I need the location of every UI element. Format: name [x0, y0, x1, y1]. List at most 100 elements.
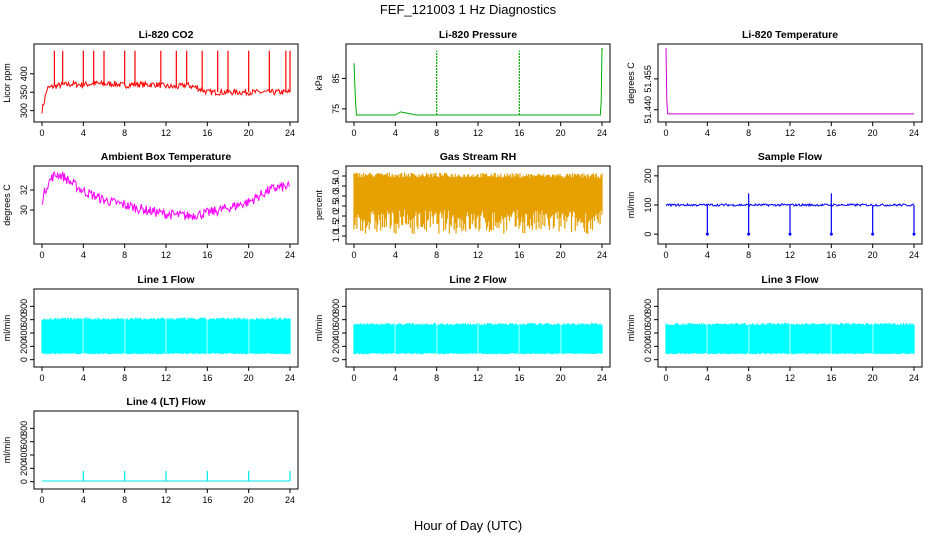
- series-dip-point: [788, 232, 792, 236]
- x-tick-label: 12: [785, 373, 795, 383]
- chart-title: Li-820 CO2: [139, 29, 194, 41]
- x-tick-label: 4: [393, 373, 398, 383]
- x-tick-label: 0: [351, 250, 356, 260]
- chart-panel-4: Ambient Box Temperature 0 4 8 12 16 20 24 30 32 de…: [2, 151, 299, 260]
- y-axis-label: ml/min: [626, 192, 636, 219]
- y-tick-label: 600: [19, 312, 29, 327]
- x-tick-label: 4: [393, 128, 398, 138]
- x-tick-label: 12: [161, 250, 171, 260]
- y-tick-label: 0: [331, 357, 341, 362]
- y-tick-label: 3.0: [331, 190, 341, 203]
- chart-title: Ambient Box Temperature: [101, 151, 232, 163]
- y-tick-label: 600: [331, 312, 341, 327]
- series-line: [41, 79, 291, 114]
- y-tick-label: 85: [331, 73, 341, 83]
- chart-title: Sample Flow: [758, 151, 823, 163]
- x-tick-label: 8: [434, 250, 439, 260]
- y-tick-label: 200: [643, 339, 653, 354]
- y-tick-label: 0: [19, 357, 29, 362]
- x-tick-label: 4: [81, 128, 86, 138]
- x-tick-label: 24: [909, 128, 919, 138]
- x-tick-label: 4: [81, 250, 86, 260]
- y-tick-label: 1.5: [331, 220, 341, 233]
- x-tick-label: 8: [122, 128, 127, 138]
- chart-panel-5: Gas Stream RH 0 4 8 12 16 20 24 1.01.52.02.53.03…: [314, 151, 611, 260]
- chart-title: Line 2 Flow: [449, 274, 507, 286]
- chart-title: Line 1 Flow: [137, 274, 195, 286]
- x-tick-label: 12: [473, 250, 483, 260]
- x-tick-label: 24: [285, 128, 295, 138]
- y-axis-label: degrees C: [626, 62, 636, 104]
- chart-panel-3: Li-820 Temperature 0 4 8 12 16 20 24 51.440 51.45…: [626, 29, 923, 138]
- x-tick-label: 16: [202, 495, 212, 505]
- y-tick-label: 0: [643, 232, 653, 237]
- y-axis-label: degrees C: [2, 184, 12, 226]
- x-tick-label: 16: [514, 128, 524, 138]
- y-tick-label: 400: [19, 66, 29, 81]
- plot-frame: [657, 43, 923, 123]
- y-tick-label: 400: [19, 325, 29, 340]
- chart-title: Li-820 Temperature: [742, 29, 838, 41]
- series-band: [353, 172, 603, 234]
- x-tick-label: 24: [285, 373, 295, 383]
- x-tick-label: 8: [746, 250, 751, 260]
- x-tick-label: 20: [556, 128, 566, 138]
- y-tick-label: 400: [331, 325, 341, 340]
- x-tick-label: 24: [597, 128, 607, 138]
- series-dip-point: [705, 232, 709, 236]
- x-tick-label: 16: [514, 373, 524, 383]
- x-tick-label: 20: [556, 373, 566, 383]
- x-tick-label: 8: [122, 495, 127, 505]
- x-tick-label: 4: [81, 373, 86, 383]
- series-band: [665, 322, 915, 355]
- y-tick-label: 1.0: [331, 230, 341, 243]
- chart-panel-2: Li-820 Pressure 0 4 8 12 16 20 24 75 85 kPa: [314, 29, 611, 138]
- y-axis-label: ml/min: [2, 315, 12, 342]
- x-tick-label: 4: [81, 495, 86, 505]
- x-tick-label: 20: [244, 373, 254, 383]
- y-axis-label: kPa: [314, 75, 324, 91]
- y-tick-label: 75: [331, 104, 341, 114]
- x-tick-label: 20: [244, 128, 254, 138]
- y-tick-label: 100: [643, 197, 653, 212]
- series-dip-point: [747, 232, 751, 236]
- x-tick-label: 24: [909, 250, 919, 260]
- x-tick-label: 0: [663, 250, 668, 260]
- x-tick-label: 0: [39, 373, 44, 383]
- x-tick-label: 20: [868, 128, 878, 138]
- x-axis-title: Hour of Day (UTC): [413, 518, 523, 533]
- x-tick-label: 8: [746, 128, 751, 138]
- y-tick-label: 30: [19, 205, 29, 215]
- x-tick-label: 12: [161, 128, 171, 138]
- chart-panel-1: Li-820 CO2 0 4 8 12 16 20 24 300 350 400 Licor ppm: [2, 29, 299, 138]
- x-tick-label: 0: [39, 128, 44, 138]
- x-tick-label: 8: [434, 373, 439, 383]
- x-tick-label: 12: [161, 373, 171, 383]
- x-tick-label: 8: [434, 128, 439, 138]
- chart-title: Li-820 Pressure: [439, 29, 517, 41]
- y-tick-label: 300: [19, 103, 29, 118]
- x-tick-label: 24: [909, 373, 919, 383]
- x-tick-label: 24: [285, 495, 295, 505]
- x-tick-label: 8: [746, 373, 751, 383]
- x-tick-label: 20: [868, 250, 878, 260]
- x-tick-label: 4: [705, 128, 710, 138]
- chart-title: Line 3 Flow: [761, 274, 819, 286]
- y-tick-label: 200: [19, 461, 29, 476]
- y-axis-label: percent: [314, 189, 324, 220]
- y-tick-label: 800: [643, 299, 653, 314]
- series-line: [353, 47, 603, 116]
- x-tick-label: 16: [202, 128, 212, 138]
- y-tick-label: 400: [643, 325, 653, 340]
- x-tick-label: 8: [122, 373, 127, 383]
- x-tick-label: 20: [244, 495, 254, 505]
- x-tick-label: 20: [868, 373, 878, 383]
- figure-title: FEF_121003 1 Hz Diagnostics: [379, 2, 557, 17]
- x-tick-label: 16: [826, 250, 836, 260]
- y-tick-label: 2.5: [331, 200, 341, 213]
- x-tick-label: 16: [202, 373, 212, 383]
- x-tick-label: 0: [663, 373, 668, 383]
